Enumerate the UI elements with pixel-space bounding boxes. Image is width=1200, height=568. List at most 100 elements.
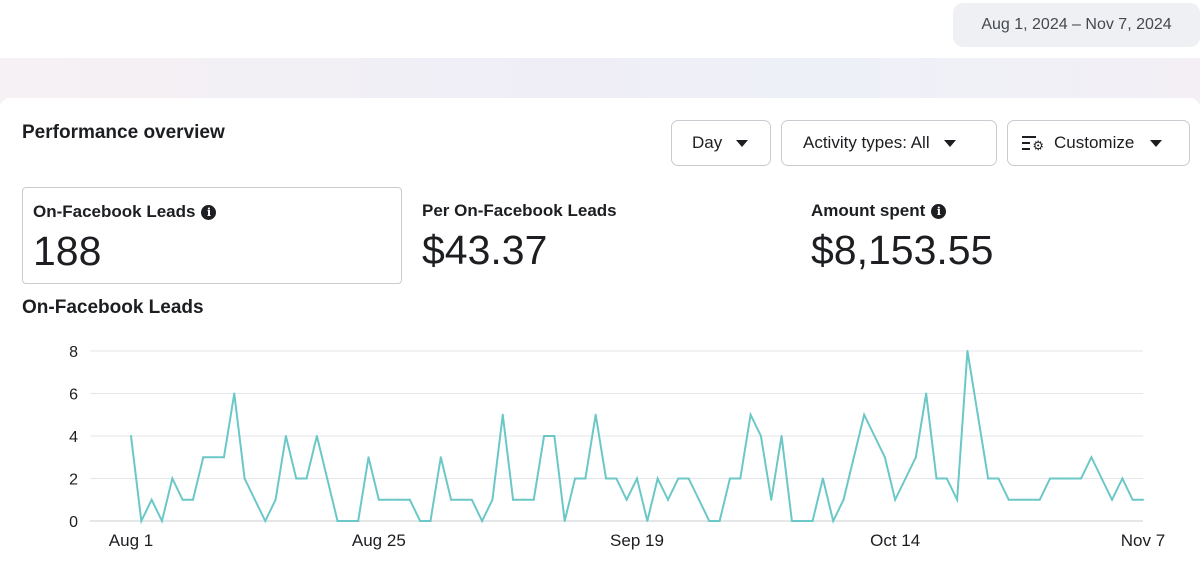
data-point[interactable] [574,477,577,480]
data-point[interactable] [439,456,442,459]
data-point[interactable] [749,413,752,416]
data-point[interactable] [233,392,236,395]
data-point[interactable] [883,456,886,459]
data-point[interactable] [697,498,700,501]
metric-card-amount-spent[interactable]: Amount spent i $8,153.55 [801,187,1161,284]
data-point[interactable] [894,498,897,501]
data-point[interactable] [202,456,205,459]
data-point[interactable] [274,498,277,501]
data-point[interactable] [1121,477,1124,480]
data-point[interactable] [315,435,318,437]
data-point[interactable] [398,498,401,501]
data-point[interactable] [1059,477,1062,480]
data-point[interactable] [553,435,556,437]
data-point[interactable] [243,477,246,480]
data-point[interactable] [956,498,959,501]
data-point[interactable] [429,520,432,522]
data-point[interactable] [997,477,1000,480]
data-point[interactable] [687,477,690,480]
data-point[interactable] [852,456,855,459]
data-point[interactable] [305,477,308,480]
data-point[interactable] [656,477,659,480]
data-point[interactable] [832,520,835,522]
date-range-picker[interactable]: Aug 1, 2024 – Nov 7, 2024 [953,3,1200,47]
data-point[interactable] [522,498,525,501]
data-point[interactable] [759,435,762,437]
data-point[interactable] [419,520,422,522]
data-point[interactable] [925,392,928,395]
data-point[interactable] [914,456,917,459]
data-point[interactable] [181,498,184,501]
data-point[interactable] [625,498,628,501]
data-point[interactable] [563,520,566,522]
data-point[interactable] [1131,498,1134,501]
data-point[interactable] [821,477,824,480]
data-point[interactable] [130,435,132,437]
data-point[interactable] [346,520,349,522]
data-point[interactable] [460,498,463,501]
data-point[interactable] [1100,477,1103,480]
data-point[interactable] [264,520,267,522]
data-point[interactable] [367,456,370,459]
data-point[interactable] [1038,498,1041,501]
data-point[interactable] [150,498,153,501]
metric-card-cost-per-lead[interactable]: Per On-Facebook Leads $43.37 [412,187,772,284]
data-point[interactable] [140,520,143,522]
data-point[interactable] [1069,477,1072,480]
data-point[interactable] [1080,477,1083,480]
data-point[interactable] [1111,498,1114,501]
data-point[interactable] [408,498,411,501]
data-point[interactable] [801,520,804,522]
info-icon[interactable]: i [201,204,217,220]
data-point[interactable] [976,413,979,416]
data-point[interactable] [491,498,494,501]
data-point[interactable] [718,520,721,522]
data-point[interactable] [212,456,215,459]
data-point[interactable] [677,477,680,480]
data-point[interactable] [1142,498,1144,501]
data-point[interactable] [253,498,256,501]
data-point[interactable] [873,435,876,437]
data-point[interactable] [605,477,608,480]
data-point[interactable] [770,498,773,501]
data-point[interactable] [1090,456,1093,459]
data-point[interactable] [336,520,339,522]
data-point[interactable] [532,498,535,501]
data-point[interactable] [842,498,845,501]
data-point[interactable] [326,477,329,480]
metric-card-leads[interactable]: On-Facebook Leads i 188 [22,187,402,284]
data-point[interactable] [904,477,907,480]
data-point[interactable] [191,498,194,501]
data-point[interactable] [987,477,990,480]
data-point[interactable] [377,498,380,501]
data-point[interactable] [481,520,484,522]
data-point[interactable] [501,413,504,416]
data-point[interactable] [450,498,453,501]
data-point[interactable] [1018,498,1021,501]
data-point[interactable] [1007,498,1010,501]
info-icon[interactable]: i [931,203,947,219]
data-point[interactable] [708,520,711,522]
data-point[interactable] [594,413,597,416]
data-point[interactable] [666,498,669,501]
activity-types-dropdown[interactable]: Activity types: All [781,120,997,166]
data-point[interactable] [863,413,866,416]
data-point[interactable] [739,477,742,480]
data-point[interactable] [615,477,618,480]
data-point[interactable] [171,477,174,480]
data-point[interactable] [470,498,473,501]
data-point[interactable] [790,520,793,522]
data-point[interactable] [780,435,783,437]
data-point[interactable] [512,498,515,501]
data-point[interactable] [388,498,391,501]
data-point[interactable] [935,477,938,480]
data-point[interactable] [584,477,587,480]
data-point[interactable] [543,435,546,437]
data-point[interactable] [1049,477,1052,480]
customize-dropdown[interactable]: ⚙ Customize [1007,120,1190,166]
data-point[interactable] [160,520,163,522]
data-point[interactable] [728,477,731,480]
data-point[interactable] [1028,498,1031,501]
data-point[interactable] [284,435,287,437]
time-granularity-dropdown[interactable]: Day [671,120,771,166]
